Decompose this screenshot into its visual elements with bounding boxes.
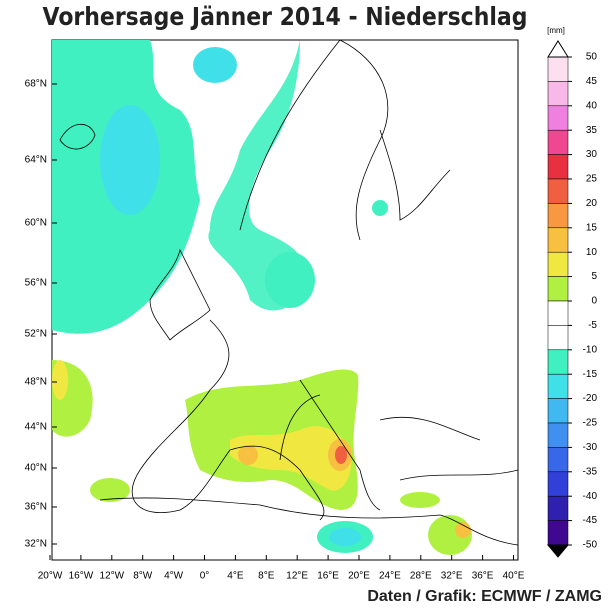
lon-label: 8°W — [133, 571, 153, 582]
lat-label: 48°N — [25, 377, 47, 388]
colorbar-cell — [547, 251, 569, 277]
colorbar-cell — [547, 447, 569, 473]
colorbar-cell — [547, 373, 569, 399]
colorbar-cell — [547, 81, 569, 107]
lat-label: 36°N — [25, 502, 47, 513]
colorbar-cell — [547, 178, 569, 204]
lat-label: 44°N — [25, 422, 47, 433]
lat-label: 40°N — [25, 463, 47, 474]
colorbar-label: -20 — [583, 393, 598, 404]
colorbar-cell — [547, 300, 569, 326]
lat-label: 52°N — [25, 329, 47, 340]
colorbar-cell — [547, 495, 569, 521]
colorbar: [mm] 50454035302520151050-5-10-15-20-25-… — [546, 26, 598, 558]
coastlines — [59, 40, 518, 546]
colorbar-label: 0 — [591, 296, 597, 307]
lat-label: 64°N — [25, 155, 47, 166]
colorbar-cell — [547, 520, 569, 546]
colorbar-cell — [547, 471, 569, 497]
colorbar-label: -45 — [583, 515, 598, 526]
lat-label: 60°N — [25, 218, 47, 229]
colorbar-cell — [547, 105, 569, 131]
colorbar-label: 5 — [591, 271, 597, 282]
lon-label: 12°E — [286, 571, 308, 582]
lon-label: 8°E — [258, 571, 275, 582]
lat-labels: 68°N 64°N 60°N 56°N 52°N 48°N 44°N 40°N 36°N 32°N — [25, 79, 57, 550]
lon-label: 4°W — [164, 571, 184, 582]
colorbar-label: -10 — [583, 344, 598, 355]
footer: Daten / Grafik: ECMWF / ZAMG — [367, 588, 602, 605]
lon-label: 24°E — [379, 571, 401, 582]
colorbar-label: 25 — [586, 174, 598, 185]
map — [51, 39, 519, 561]
colorbar-cell — [547, 349, 569, 375]
lon-label: 20°E — [348, 571, 370, 582]
colorbar-label: 50 — [586, 52, 598, 63]
lon-label: 32°E — [441, 571, 463, 582]
colorbar-label: -30 — [583, 442, 598, 453]
lon-label: 36°E — [472, 571, 494, 582]
colorbar-label: 30 — [586, 149, 598, 160]
colorbar-label: 45 — [586, 76, 598, 87]
colorbar-label: 40 — [586, 100, 598, 111]
colorbar-cell — [547, 154, 569, 180]
colorbar-label: -25 — [583, 418, 598, 429]
lat-label: 32°N — [25, 539, 47, 550]
colorbar-label: 20 — [586, 198, 598, 209]
colorbar-label: -40 — [583, 491, 598, 502]
colorbar-bottom — [546, 544, 570, 558]
colorbar-unit: [mm] — [547, 26, 565, 35]
lon-label: 40°E — [503, 571, 525, 582]
lon-labels: 20°W 16°W 12°W 8°W 4°W 0° 4°E 8°E 12°E 16°E 20°E 24… — [38, 555, 525, 582]
colorbar-cell — [547, 422, 569, 448]
colorbar-label: -5 — [588, 320, 597, 331]
colorbar-cell — [547, 325, 569, 351]
lon-label: 16°E — [317, 571, 339, 582]
lat-label: 56°N — [25, 278, 47, 289]
lon-label: 0° — [200, 571, 210, 582]
colorbar-cell — [547, 203, 569, 229]
colorbar-label: 35 — [586, 125, 598, 136]
lon-label: 4°E — [227, 571, 244, 582]
colorbar-cell — [547, 56, 569, 82]
colorbar-label: 15 — [586, 222, 598, 233]
colorbar-label: -35 — [583, 466, 598, 477]
lon-label: 28°E — [410, 571, 432, 582]
colorbar-cell — [547, 227, 569, 253]
precip-field — [52, 40, 472, 555]
lon-label: 20°W — [38, 571, 63, 582]
title: Vorhersage Jänner 2014 - Niederschlag — [43, 2, 528, 32]
lat-label: 68°N — [25, 79, 47, 90]
lon-label: 12°W — [100, 571, 125, 582]
colorbar-cell — [547, 129, 569, 155]
colorbar-cell — [547, 398, 569, 424]
lon-label: 16°W — [69, 571, 94, 582]
colorbar-label: -15 — [583, 369, 598, 380]
colorbar-cell — [547, 276, 569, 302]
colorbar-label: 10 — [586, 247, 598, 258]
colorbar-label: -50 — [583, 540, 598, 551]
colorbar-top — [547, 40, 569, 58]
